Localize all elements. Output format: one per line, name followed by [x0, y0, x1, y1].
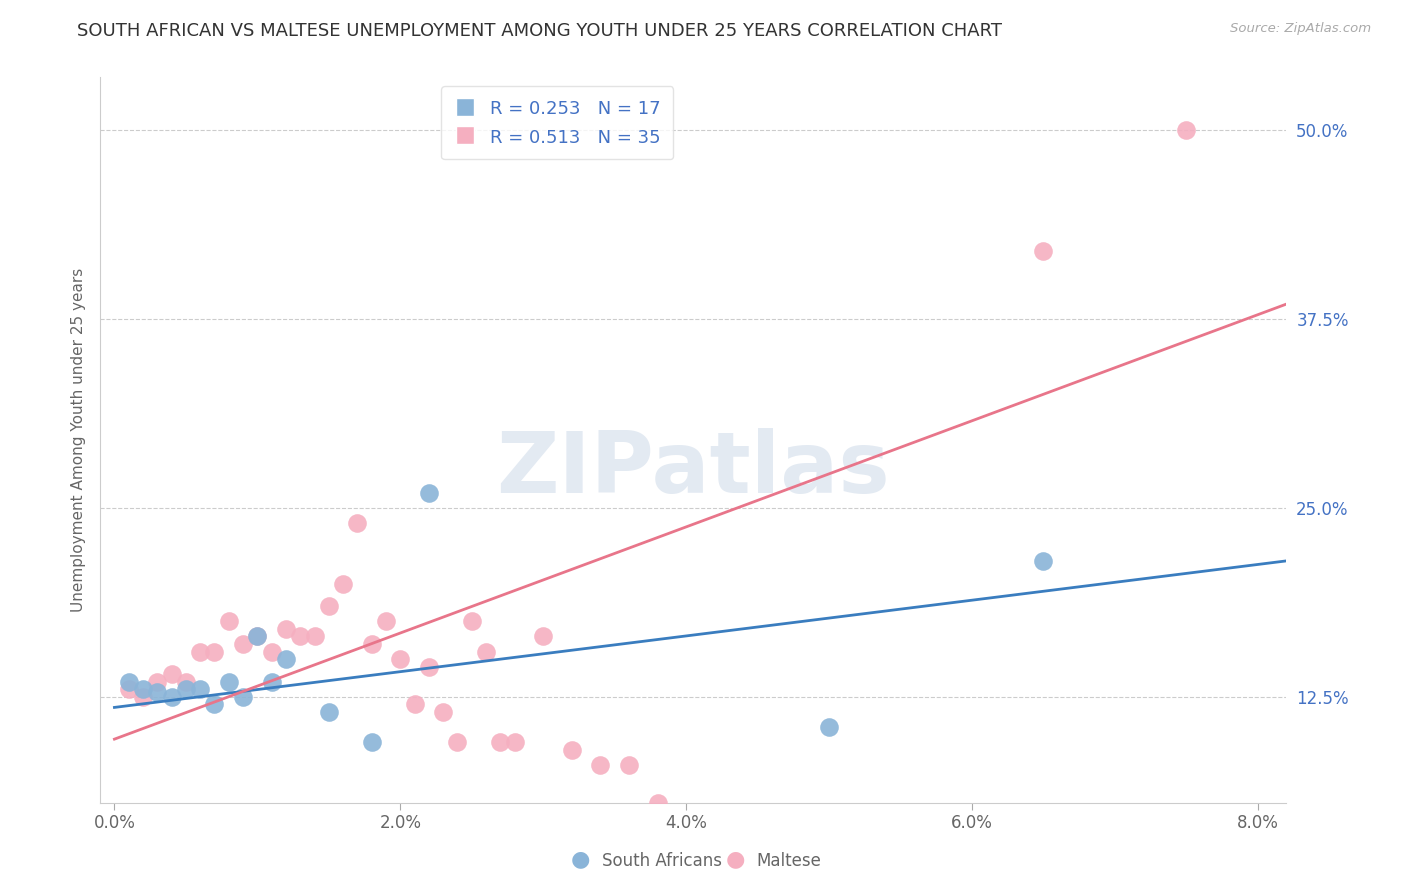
Point: [232, 637, 254, 651]
Point: [174, 674, 197, 689]
Point: [432, 705, 454, 719]
Point: [260, 644, 283, 658]
Point: [389, 652, 412, 666]
Point: [332, 576, 354, 591]
Legend: R = 0.253   N = 17, R = 0.513   N = 35: R = 0.253 N = 17, R = 0.513 N = 35: [441, 87, 673, 160]
Point: [818, 720, 841, 734]
Point: [360, 735, 382, 749]
Point: [188, 644, 211, 658]
Point: [188, 682, 211, 697]
Text: ●: ●: [571, 850, 591, 870]
Point: [489, 735, 512, 749]
Point: [218, 615, 240, 629]
Point: [360, 637, 382, 651]
Point: [475, 644, 498, 658]
Point: [132, 690, 155, 704]
Point: [204, 698, 226, 712]
Point: [274, 622, 297, 636]
Point: [132, 682, 155, 697]
Point: [1032, 554, 1054, 568]
Point: [304, 629, 326, 643]
Point: [290, 629, 312, 643]
Point: [318, 705, 340, 719]
Point: [503, 735, 526, 749]
Point: [647, 796, 669, 810]
Y-axis label: Unemployment Among Youth under 25 years: Unemployment Among Youth under 25 years: [72, 268, 86, 612]
Point: [1032, 244, 1054, 259]
Point: [160, 690, 183, 704]
Text: SOUTH AFRICAN VS MALTESE UNEMPLOYMENT AMONG YOUTH UNDER 25 YEARS CORRELATION CHA: SOUTH AFRICAN VS MALTESE UNEMPLOYMENT AM…: [77, 22, 1002, 40]
Point: [232, 690, 254, 704]
Point: [160, 667, 183, 681]
Point: [274, 652, 297, 666]
Point: [118, 674, 141, 689]
Text: ●: ●: [725, 850, 745, 870]
Point: [146, 674, 169, 689]
Point: [418, 486, 440, 500]
Text: Source: ZipAtlas.com: Source: ZipAtlas.com: [1230, 22, 1371, 36]
Point: [346, 516, 368, 530]
Point: [204, 644, 226, 658]
Point: [246, 629, 269, 643]
Point: [146, 685, 169, 699]
Point: [418, 659, 440, 673]
Point: [218, 674, 240, 689]
Point: [260, 674, 283, 689]
Point: [404, 698, 426, 712]
Point: [561, 742, 583, 756]
Point: [589, 757, 612, 772]
Point: [1175, 123, 1198, 137]
Text: Maltese: Maltese: [756, 852, 821, 870]
Text: South Africans: South Africans: [602, 852, 721, 870]
Point: [531, 629, 554, 643]
Point: [318, 599, 340, 614]
Point: [118, 682, 141, 697]
Text: ZIPatlas: ZIPatlas: [496, 427, 890, 510]
Point: [174, 682, 197, 697]
Point: [246, 629, 269, 643]
Point: [446, 735, 468, 749]
Point: [375, 615, 398, 629]
Point: [461, 615, 484, 629]
Point: [617, 757, 640, 772]
